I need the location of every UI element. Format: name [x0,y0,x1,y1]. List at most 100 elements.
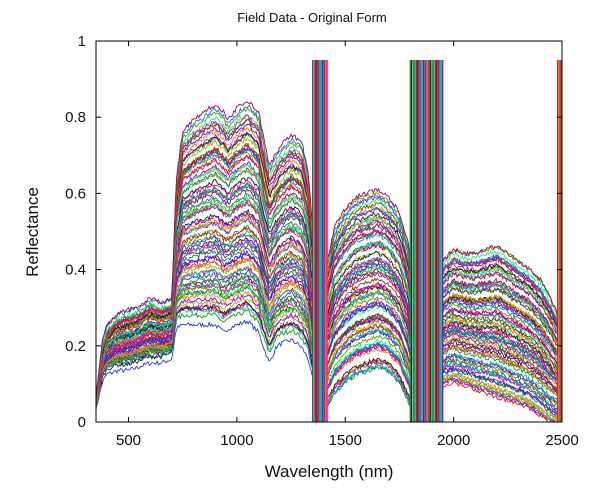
swir2-series-78 [442,253,558,324]
spectral-curves [96,60,562,422]
swir2-series-5 [442,377,557,422]
swir1-series-7 [327,357,413,410]
swir1-series-74 [327,206,413,290]
vnir-series-45 [96,201,313,409]
swir2-series-71 [442,263,558,328]
swir1-series-27 [327,313,413,373]
swir2-series-14 [442,359,558,411]
vnir-series-79 [96,108,313,403]
swir1-series-75 [327,202,413,286]
swir1-series-41 [327,281,413,350]
swir2-series-29 [442,329,558,385]
plot-frame [95,40,563,423]
swir1-series-5 [327,360,413,412]
vnir-series-67 [96,142,313,408]
vnir-series-76 [96,114,313,403]
swir1-series-6 [327,358,413,408]
swir1-series-71 [327,212,413,291]
swir2-series-20 [442,353,558,403]
swir2-series-63 [442,279,558,340]
swir2-series-61 [442,280,558,343]
swir1-series-55 [327,250,413,323]
vnir-series-46 [96,192,313,401]
swir1-series-22 [327,319,413,381]
swir2-series-56 [442,293,558,352]
swir1-series-15 [327,334,413,389]
swir1-series-69 [327,219,413,301]
vnir-series-66 [96,142,313,406]
vnir-series-71 [96,131,313,409]
y-tick-label: 0.6 [65,185,86,202]
vnir-series-32 [96,237,313,408]
vnir-series-38 [96,215,313,405]
swir2-series-43 [442,312,558,368]
x-axis-label: Wavelength (nm) [265,462,394,481]
swir1-series-26 [327,312,413,375]
swir2-series-40 [442,315,558,371]
vnir-series-12 [96,284,313,404]
swir1-series-14 [327,342,413,395]
swir1-series-78 [327,195,413,280]
swir2-series-44 [442,309,558,367]
swir1-series-80 [327,187,413,272]
swir2-series-80 [442,245,558,315]
swir2-series-22 [442,344,558,397]
swir1-series-49 [327,261,413,333]
swir1-series-60 [327,241,413,315]
swir1-series-62 [327,232,413,312]
swir1-series-13 [327,345,413,399]
swir2-series-59 [442,285,558,345]
swir2-series-76 [442,250,558,319]
swir1-series-8 [327,347,413,397]
swir1-series-76 [327,197,413,283]
swir2-series-48 [442,307,558,364]
vnir-series-72 [96,127,313,404]
swir1-series-64 [327,228,413,308]
swir1-series-19 [327,323,413,381]
swir1-series-2 [327,365,413,416]
y-tick-label: 0.2 [65,338,86,355]
swir2-series-27 [442,338,558,390]
vnir-series-37 [96,218,313,403]
vnir-series-7 [96,300,313,407]
swir2-series-3 [442,380,549,422]
vnir-series-73 [96,123,313,401]
swir2-series-46 [442,300,558,356]
vnir-series-24 [96,257,313,410]
swir1-series-21 [327,317,413,373]
vnir-series-52 [96,183,313,407]
swir1-series-36 [327,291,413,355]
vnir-series-55 [96,176,313,406]
swir2-series-39 [442,320,558,374]
y-tick-label: 0.4 [65,262,86,279]
y-tick-label: 0.8 [65,109,86,126]
y-tick-label: 0 [78,414,86,431]
vnir-series-25 [96,249,313,404]
swir1-series-20 [327,327,413,382]
swir2-series-53 [442,297,558,356]
x-axis-ticks: 500 1000 1500 2000 2500 [116,41,579,449]
swir2-series-68 [442,266,558,333]
y-axis-ticks: 0 0.2 0.4 0.6 0.8 1 [65,33,562,431]
swir1-series-38 [327,284,413,352]
swir2-series-15 [442,358,558,404]
swir2-series-37 [442,323,558,380]
swir2-series-67 [442,271,558,334]
swir2-series-23 [442,340,558,393]
swir2-series-30 [442,327,558,379]
x-tick-label: 1000 [220,432,253,449]
swir2-series-58 [442,286,558,346]
y-tick-label: 1 [78,33,86,50]
vnir-series-33 [96,233,313,406]
x-tick-label: 2500 [545,432,578,449]
x-tick-label: 2000 [437,432,470,449]
swir1-series-56 [327,242,413,316]
y-axis-label: Reflectance [23,187,42,277]
vnir-series-70 [96,136,313,410]
swir1-series-65 [327,222,413,302]
vnir-series-53 [96,178,313,405]
x-tick-label: 1500 [329,432,362,449]
chart-title: Field Data - Original Form [237,10,387,25]
swir1-series-68 [327,215,413,297]
